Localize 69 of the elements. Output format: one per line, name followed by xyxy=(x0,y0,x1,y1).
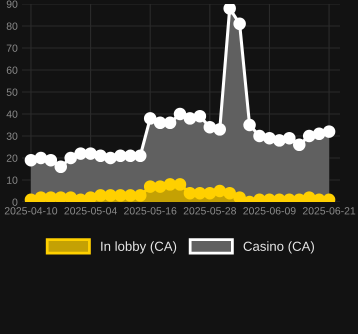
point xyxy=(124,189,137,202)
point xyxy=(164,116,176,130)
point xyxy=(233,191,246,202)
point xyxy=(34,191,48,202)
point xyxy=(184,112,196,125)
point xyxy=(84,191,97,202)
point xyxy=(194,186,206,200)
point xyxy=(312,128,326,140)
point xyxy=(54,191,68,202)
point xyxy=(174,178,186,191)
point xyxy=(84,147,97,160)
point xyxy=(204,120,216,134)
point xyxy=(214,184,226,198)
y-tick-label: 50 xyxy=(6,88,18,96)
point xyxy=(243,118,256,132)
point xyxy=(124,150,137,162)
point xyxy=(293,138,306,152)
point xyxy=(144,180,156,193)
point xyxy=(223,4,236,15)
x-tick-label: 2025-04-10 xyxy=(4,207,58,215)
point xyxy=(44,154,58,166)
point xyxy=(214,123,226,136)
point xyxy=(134,189,147,202)
point xyxy=(302,191,316,202)
point xyxy=(174,108,186,120)
x-tick-label: 2025-05-28 xyxy=(184,207,236,215)
point xyxy=(164,178,176,191)
y-tick-label: 10 xyxy=(7,176,18,184)
point xyxy=(283,132,296,144)
y-tick-label: 30 xyxy=(6,132,18,140)
point xyxy=(74,147,87,160)
y-tick-label: 80 xyxy=(6,22,18,30)
y-tick-label: 60 xyxy=(6,66,18,74)
point xyxy=(204,186,216,200)
point xyxy=(233,18,246,30)
point xyxy=(54,160,68,174)
point xyxy=(322,125,336,138)
point xyxy=(154,116,166,130)
x-tick-label: 2025-06-21 xyxy=(302,207,356,215)
x-tick-label: 2025-06-09 xyxy=(243,207,296,215)
point xyxy=(154,180,166,193)
point xyxy=(94,150,107,162)
point xyxy=(64,191,77,202)
point xyxy=(104,189,117,202)
point xyxy=(223,186,236,200)
point xyxy=(144,112,156,125)
y-tick-label: 90 xyxy=(6,0,18,8)
point xyxy=(194,110,206,122)
point xyxy=(134,150,147,162)
point xyxy=(114,189,127,202)
point xyxy=(253,130,266,142)
point xyxy=(114,150,127,162)
point xyxy=(184,186,196,200)
x-tick-label: 2025-05-04 xyxy=(64,207,117,215)
legend-label: Casino (CA) xyxy=(244,241,314,254)
point xyxy=(64,152,77,164)
point xyxy=(24,154,38,166)
legend-label: In lobby (CA) xyxy=(101,241,176,254)
point xyxy=(263,132,276,144)
y-tick-label: 0 xyxy=(12,198,18,206)
point xyxy=(302,130,316,142)
y-tick-label: 70 xyxy=(6,44,18,52)
point xyxy=(34,152,48,164)
point xyxy=(44,191,58,202)
y-tick-label: 20 xyxy=(6,154,18,162)
point xyxy=(104,152,117,164)
point xyxy=(273,134,286,147)
x-tick-label: 2025-05-16 xyxy=(124,207,176,215)
y-tick-label: 40 xyxy=(6,110,18,118)
